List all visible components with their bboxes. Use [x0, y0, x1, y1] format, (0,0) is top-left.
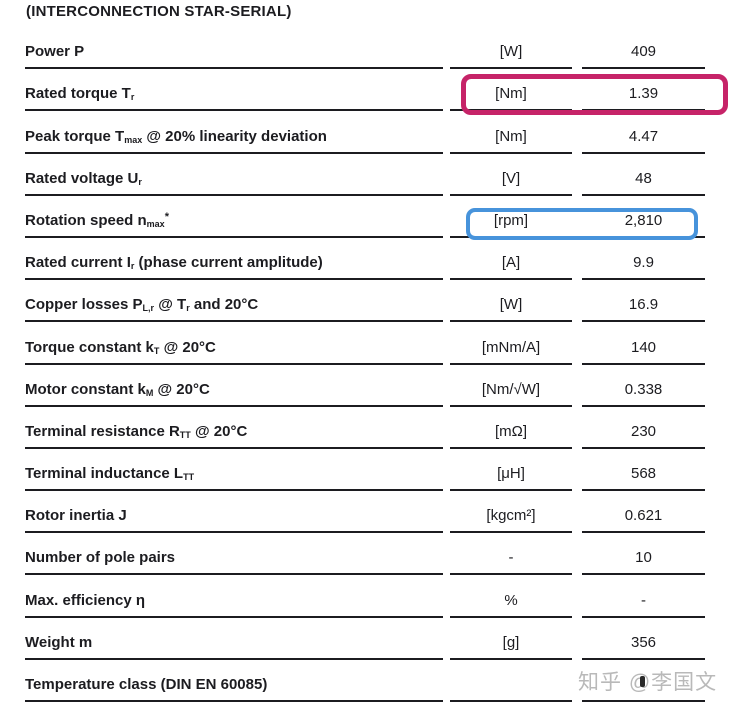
row-value: -	[582, 575, 705, 618]
row-unit: [Nm]	[450, 111, 572, 154]
row-unit: [g]	[450, 618, 572, 660]
row-label: Rated torque Tr	[25, 69, 443, 112]
row-unit: [mΩ]	[450, 407, 572, 449]
row-unit: [μH]	[450, 449, 572, 492]
row-label: Temperature class (DIN EN 60085)	[25, 660, 443, 702]
watermark: 知乎 @李国文	[578, 666, 717, 696]
row-label: Rated current Ir (phase current amplitud…	[25, 238, 443, 281]
row-unit: [Nm]	[450, 69, 572, 112]
row-value: 230	[582, 407, 705, 449]
table-row: Rated voltage Ur [V] 48	[25, 154, 705, 196]
table-row: Rated current Ir (phase current amplitud…	[25, 238, 705, 281]
table-row: Rated torque Tr [Nm] 1.39	[25, 69, 728, 116]
table-row: Terminal inductance LTT [μH] 568	[25, 449, 705, 492]
row-unit: [V]	[450, 154, 572, 196]
row-value: 4.47	[582, 111, 705, 154]
zhihu-logo-mark	[640, 676, 645, 687]
row-value: 10	[582, 533, 705, 576]
row-value: 16.9	[582, 280, 705, 323]
row-value: 140	[582, 322, 705, 365]
table-row: Weight m [g] 356	[25, 618, 705, 660]
row-value: 2,810	[582, 196, 705, 238]
page-title: (INTERCONNECTION STAR-SERIAL)	[26, 3, 292, 20]
row-label: Rated voltage Ur	[25, 154, 443, 196]
row-label: Max. efficiency η	[25, 575, 443, 618]
row-unit	[450, 660, 572, 702]
row-value: 409	[582, 27, 705, 70]
row-unit: [mNm/A]	[450, 322, 572, 365]
row-label: Weight m	[25, 618, 443, 660]
row-label: Terminal resistance RTT @ 20°C	[25, 407, 443, 449]
row-value: 0.621	[582, 491, 705, 534]
table-row: Rotor inertia J [kgcm²] 0.621	[25, 491, 705, 534]
row-value: 568	[582, 449, 705, 492]
table-row: Max. efficiency η% -	[25, 575, 705, 618]
row-value: 356	[582, 618, 705, 660]
table-row: Torque constant kT @ 20°C [mNm/A] 140	[25, 322, 705, 365]
row-unit: [A]	[450, 238, 572, 281]
row-label: Rotor inertia J	[25, 491, 443, 534]
table-row: Power P [W] 409	[25, 27, 705, 70]
table-row: Copper losses PL,r @ Tr and 20°C [W] 16.9	[25, 280, 705, 323]
row-value: 0.338	[582, 365, 705, 407]
row-value	[582, 660, 705, 702]
table-row: Terminal resistance RTT @ 20°C [mΩ] 230	[25, 407, 705, 449]
row-label: Copper losses PL,r @ Tr and 20°C	[25, 280, 443, 323]
row-unit: %	[450, 575, 572, 618]
row-unit: [Nm/√W]	[450, 365, 572, 407]
row-label: Torque constant kT @ 20°C	[25, 322, 443, 365]
table-row: Peak torque Tmax @ 20% linearity deviati…	[25, 111, 705, 154]
row-label: Rotation speed nmax*	[25, 196, 443, 238]
table-row: Number of pole pairs -10	[25, 533, 705, 576]
row-label: Peak torque Tmax @ 20% linearity deviati…	[25, 111, 443, 154]
row-unit: [W]	[450, 280, 572, 323]
table-row: Motor constant kM @ 20°C [Nm/√W] 0.338	[25, 365, 705, 407]
row-unit: -	[450, 533, 572, 576]
row-label: Terminal inductance LTT	[25, 449, 443, 492]
row-label: Number of pole pairs	[25, 533, 443, 576]
table-row: Temperature class (DIN EN 60085)	[25, 660, 705, 702]
row-label: Motor constant kM @ 20°C	[25, 365, 443, 407]
row-unit: [rpm]	[450, 196, 572, 238]
watermark-text: 知乎 @李国文	[578, 671, 718, 694]
row-value: 48	[582, 154, 705, 196]
table-row: Rotation speed nmax* [rpm] 2,810	[25, 196, 705, 240]
row-label: Power P	[25, 27, 443, 70]
spec-table: Power P [W] 409 Rated torque Tr [Nm] 1.39 Peak…	[25, 27, 728, 702]
row-unit: [kgcm²]	[450, 491, 572, 534]
row-unit: [W]	[450, 27, 572, 70]
row-value: 1.39	[582, 69, 705, 112]
row-value: 9.9	[582, 238, 705, 281]
